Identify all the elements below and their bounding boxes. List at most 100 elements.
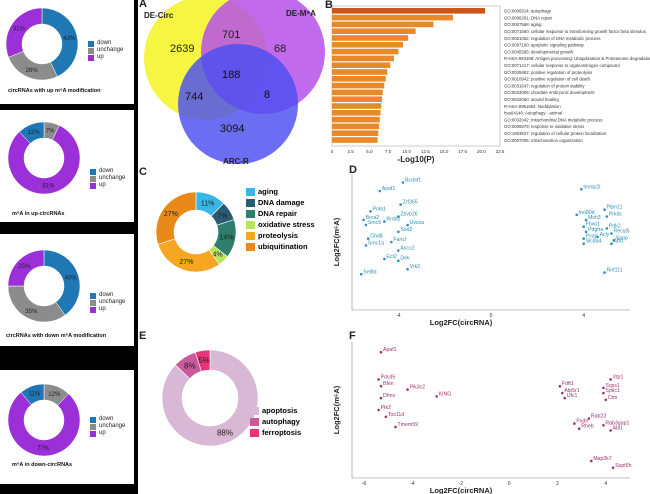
scatter-point: [604, 398, 608, 402]
bar-category-label: GO:0071417: cellular response to organon…: [504, 63, 620, 68]
point-label: Rnf111: [607, 268, 623, 274]
scatter-point: [603, 271, 606, 274]
venn-value: 701: [222, 29, 240, 41]
point-label: Smc1a: [368, 240, 384, 246]
venn-value: 8: [264, 89, 270, 101]
point-label: Apaf1: [382, 186, 396, 192]
scatter-point: [602, 386, 605, 390]
legend-swatch: [246, 198, 255, 207]
point-label: Spop: [616, 235, 628, 241]
point-label: Sqss1: [605, 383, 620, 389]
bar: [332, 42, 403, 48]
legend-swatch-unchange: [90, 175, 96, 182]
x-tick-label: 0: [490, 313, 493, 319]
panel-label-e: E: [139, 330, 147, 342]
donut-chart-c: 11%7% 14% 4% 27% 27%: [155, 191, 237, 273]
point-label: Vrk2: [410, 264, 421, 270]
scatter-point: [561, 391, 564, 395]
scatter-point: [573, 422, 576, 425]
point-label: Ufc1: [567, 393, 578, 399]
point-label: Abl1: [613, 425, 623, 431]
donut-segment: [41, 7, 79, 77]
point-label: Bcdaf1: [405, 178, 421, 184]
point-label: Pik3c2: [410, 385, 426, 391]
point-label: Pxdn: [576, 419, 588, 425]
venn-value: 744: [185, 91, 203, 103]
donut-slice-label: 26%: [26, 68, 39, 74]
legend-label: proteolysis: [258, 231, 299, 240]
point-label: Ascc2: [400, 246, 414, 252]
scatter-point: [397, 230, 400, 234]
left-panel-2: 7% 81% 12% down unchange up m⁶A in up-circ…: [0, 110, 134, 222]
bar-category-label: R-HSA-8951664: Neddylation: [504, 104, 561, 109]
scatter-point: [364, 223, 368, 227]
venn-set-label: DE-M⁶A: [286, 9, 316, 18]
point-label: Brca2: [366, 215, 380, 221]
bar: [332, 69, 388, 75]
donut-slice-label: 88%: [217, 429, 233, 438]
scatter-point: [379, 396, 383, 400]
venn-diagram: DE-Circ DE-M⁶A ARC-R 2639 701 68 188 744…: [144, 0, 325, 166]
scatter-point: [378, 189, 382, 193]
point-label: Ino80d: [579, 210, 595, 216]
scatter-plot-d: Bcdaf1 Apaf1 Zrf365 Pola1 Zbvb26 Brca2 Rrdd2 Sm…: [332, 174, 630, 327]
legend-item: aging: [246, 186, 315, 197]
scatter-point: [435, 395, 438, 398]
bar: [332, 103, 382, 109]
donut-segment: [7, 391, 81, 457]
legend-item: DNA repair: [246, 208, 315, 219]
point-label: Bfen: [383, 381, 394, 387]
scatter-point: [379, 384, 383, 388]
legend-swatch-down: [90, 168, 96, 175]
point-label: Immp2l: [583, 184, 600, 190]
bar-category-label: GO:0045595: developmental growth: [504, 49, 574, 54]
legend-swatch: [250, 428, 259, 437]
legend-swatch-unchange: [88, 47, 94, 54]
legend-label: down: [97, 40, 112, 46]
panel-label-d: D: [349, 164, 357, 176]
point-label: Dhnx: [383, 393, 396, 399]
donut-slice-label: 31%: [13, 26, 26, 32]
point-label: Zrf365: [403, 200, 418, 206]
point-label: Pdgfra: [588, 227, 603, 233]
venn-set-label: ARC-R: [223, 157, 249, 166]
scatter-point: [377, 408, 380, 412]
scatter-point: [390, 240, 393, 244]
donut-segment: [19, 121, 45, 144]
scatter-point: [596, 235, 599, 239]
donut-slice-label: 40%: [65, 275, 78, 281]
point-label: Rab23: [591, 414, 606, 420]
legend-label: ubiquitination: [258, 242, 308, 251]
scatter-point: [406, 223, 409, 227]
bar-category-label: GO:0051052: regulation of DNA metabolic …: [504, 36, 601, 41]
point-label: Uvssa: [410, 220, 425, 226]
bar-category-label: GO:0006281: DNA repair: [504, 15, 553, 20]
bar: [332, 82, 385, 89]
x-tick-label: 4: [582, 313, 585, 319]
donut-segment: [8, 51, 58, 81]
venn-circle-arc-r: [178, 44, 298, 164]
legend-label: autophagy: [262, 417, 300, 426]
scatter-point: [384, 415, 388, 419]
donut-slice-label: 12%: [48, 392, 61, 398]
legend-c: aging DNA damage DNA repair oxidative stres…: [246, 186, 315, 252]
panel-label-b: B: [325, 0, 333, 11]
legend-item: ubiquitination: [246, 241, 315, 252]
legend-swatch-up: [88, 54, 94, 61]
legend-swatch: [246, 187, 255, 196]
legend-label: up: [99, 430, 106, 436]
legend-label: unchange: [99, 175, 126, 181]
y-axis-label: Log2FC(m⁶A): [332, 385, 341, 434]
donut-segment: [20, 383, 45, 405]
scatter-point: [582, 237, 585, 240]
legend-label: down: [99, 416, 114, 422]
x-tick-label: 0: [331, 149, 334, 154]
panel-label-f: F: [349, 330, 356, 342]
point-label: Apaf1: [383, 347, 397, 353]
donut-slice-label: 5%: [198, 356, 210, 365]
legend-swatch-down: [88, 40, 94, 47]
bar-category-label: GO:0010942: positive regulation of cell …: [504, 77, 591, 82]
point-label: Dek: [400, 256, 410, 262]
scatter-point: [602, 424, 605, 427]
bar-category-label: hsa04140: Autophagy - animal: [504, 111, 562, 116]
